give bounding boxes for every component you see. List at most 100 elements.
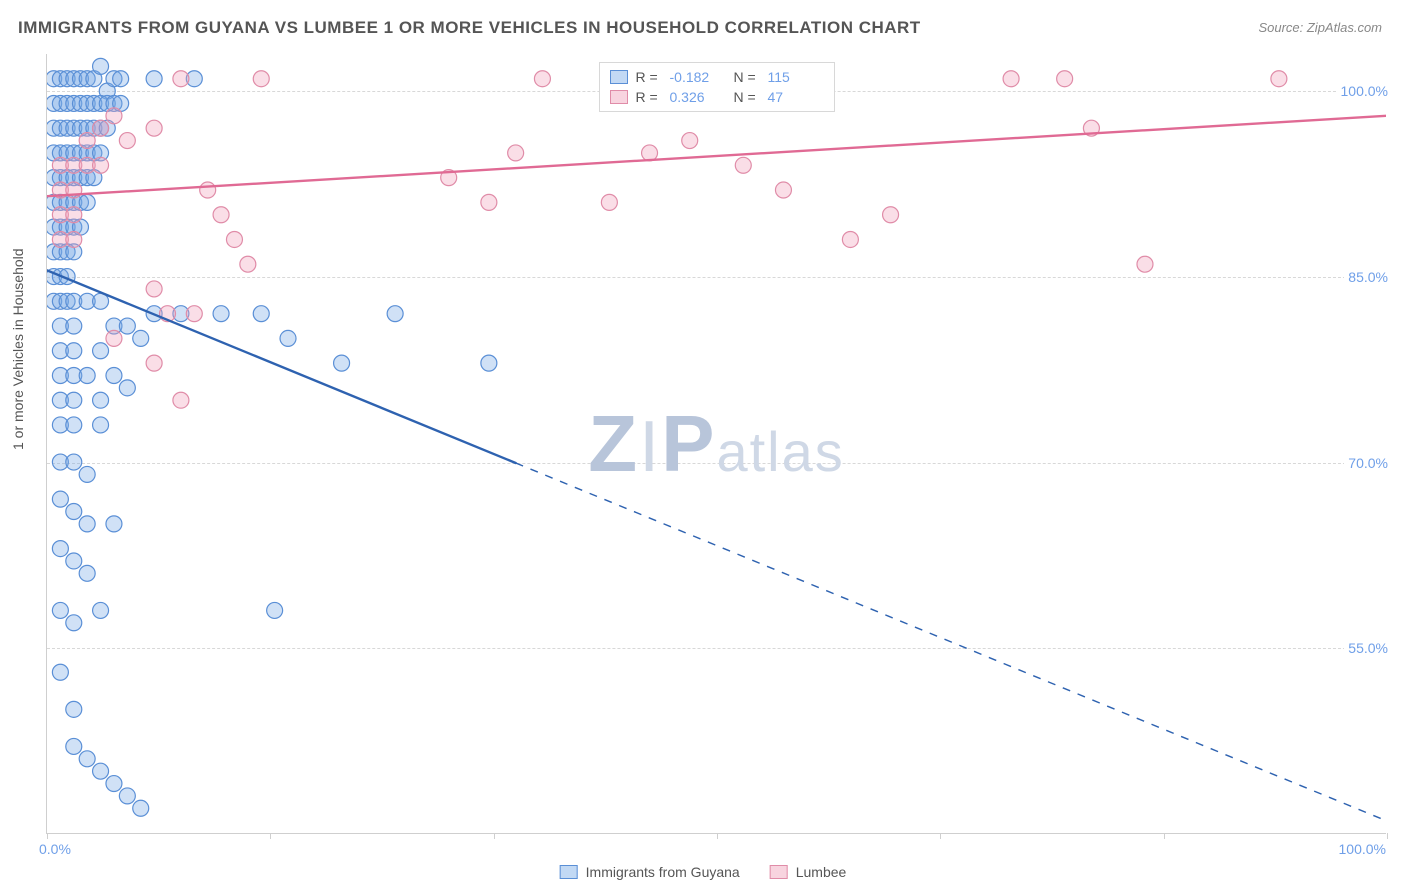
n-value: 47 xyxy=(768,89,824,105)
data-point xyxy=(52,664,68,680)
data-point xyxy=(1003,71,1019,87)
data-point xyxy=(93,763,109,779)
data-point xyxy=(93,58,109,74)
x-tick-mark xyxy=(717,833,718,839)
legend-label: Immigrants from Guyana xyxy=(586,864,740,880)
data-point xyxy=(213,207,229,223)
x-tick-start: 0.0% xyxy=(39,841,71,857)
data-point xyxy=(66,392,82,408)
data-point xyxy=(93,392,109,408)
data-point xyxy=(133,330,149,346)
data-point xyxy=(1137,256,1153,272)
plot-area: ZIPatlas R = -0.182 N = 115 R = 0.326 N … xyxy=(46,54,1386,834)
source-attribution: Source: ZipAtlas.com xyxy=(1258,20,1382,35)
r-label: R = xyxy=(636,89,662,105)
data-point xyxy=(52,602,68,618)
data-point xyxy=(735,157,751,173)
data-point xyxy=(213,306,229,322)
x-tick-mark xyxy=(1387,833,1388,839)
data-point xyxy=(66,553,82,569)
data-point xyxy=(93,120,109,136)
data-point xyxy=(106,368,122,384)
n-label: N = xyxy=(734,89,760,105)
r-value: 0.326 xyxy=(670,89,726,105)
data-point xyxy=(387,306,403,322)
data-point xyxy=(186,306,202,322)
y-axis-label: 1 or more Vehicles in Household xyxy=(10,248,26,450)
x-tick-mark xyxy=(940,833,941,839)
r-label: R = xyxy=(636,69,662,85)
data-point xyxy=(66,701,82,717)
x-tick-mark xyxy=(494,833,495,839)
data-point xyxy=(253,306,269,322)
trend-line-solid xyxy=(47,270,516,463)
data-point xyxy=(601,194,617,210)
data-point xyxy=(66,454,82,470)
data-point xyxy=(66,207,82,223)
legend-item-guyana: Immigrants from Guyana xyxy=(560,864,740,880)
data-point xyxy=(1057,71,1073,87)
data-point xyxy=(93,602,109,618)
data-point xyxy=(106,108,122,124)
data-point xyxy=(534,71,550,87)
data-point xyxy=(79,133,95,149)
data-point xyxy=(79,466,95,482)
data-point xyxy=(775,182,791,198)
data-point xyxy=(146,355,162,371)
chart-svg xyxy=(47,54,1386,833)
data-point xyxy=(173,392,189,408)
n-label: N = xyxy=(734,69,760,85)
data-point xyxy=(79,751,95,767)
swatch-icon xyxy=(610,90,628,104)
data-point xyxy=(146,71,162,87)
x-tick-mark xyxy=(270,833,271,839)
data-point xyxy=(79,194,95,210)
data-point xyxy=(119,788,135,804)
legend-row-guyana: R = -0.182 N = 115 xyxy=(610,67,824,87)
legend-item-lumbee: Lumbee xyxy=(770,864,847,880)
r-value: -0.182 xyxy=(670,69,726,85)
data-point xyxy=(106,776,122,792)
data-point xyxy=(119,133,135,149)
data-point xyxy=(119,380,135,396)
trend-line-dashed xyxy=(516,463,1386,821)
data-point xyxy=(93,343,109,359)
data-point xyxy=(267,602,283,618)
swatch-icon xyxy=(770,865,788,879)
data-point xyxy=(66,318,82,334)
x-tick-end: 100.0% xyxy=(1339,841,1386,857)
data-point xyxy=(253,71,269,87)
chart-title: IMMIGRANTS FROM GUYANA VS LUMBEE 1 OR MO… xyxy=(18,18,921,38)
legend-row-lumbee: R = 0.326 N = 47 xyxy=(610,87,824,107)
data-point xyxy=(66,615,82,631)
data-point xyxy=(66,738,82,754)
data-point xyxy=(66,417,82,433)
x-tick-mark xyxy=(1164,833,1165,839)
data-point xyxy=(93,157,109,173)
series-legend: Immigrants from Guyana Lumbee xyxy=(560,864,847,880)
x-tick-mark xyxy=(47,833,48,839)
data-point xyxy=(119,318,135,334)
data-point xyxy=(240,256,256,272)
data-point xyxy=(508,145,524,161)
data-point xyxy=(1271,71,1287,87)
swatch-icon xyxy=(610,70,628,84)
data-point xyxy=(66,504,82,520)
data-point xyxy=(682,133,698,149)
data-point xyxy=(481,194,497,210)
data-point xyxy=(52,491,68,507)
legend-label: Lumbee xyxy=(796,864,847,880)
correlation-legend: R = -0.182 N = 115 R = 0.326 N = 47 xyxy=(599,62,835,112)
data-point xyxy=(146,120,162,136)
data-point xyxy=(226,231,242,247)
data-point xyxy=(133,800,149,816)
data-point xyxy=(173,71,189,87)
data-point xyxy=(66,343,82,359)
data-point xyxy=(146,281,162,297)
data-point xyxy=(79,565,95,581)
data-point xyxy=(481,355,497,371)
data-point xyxy=(883,207,899,223)
data-point xyxy=(334,355,350,371)
data-point xyxy=(200,182,216,198)
data-point xyxy=(79,516,95,532)
